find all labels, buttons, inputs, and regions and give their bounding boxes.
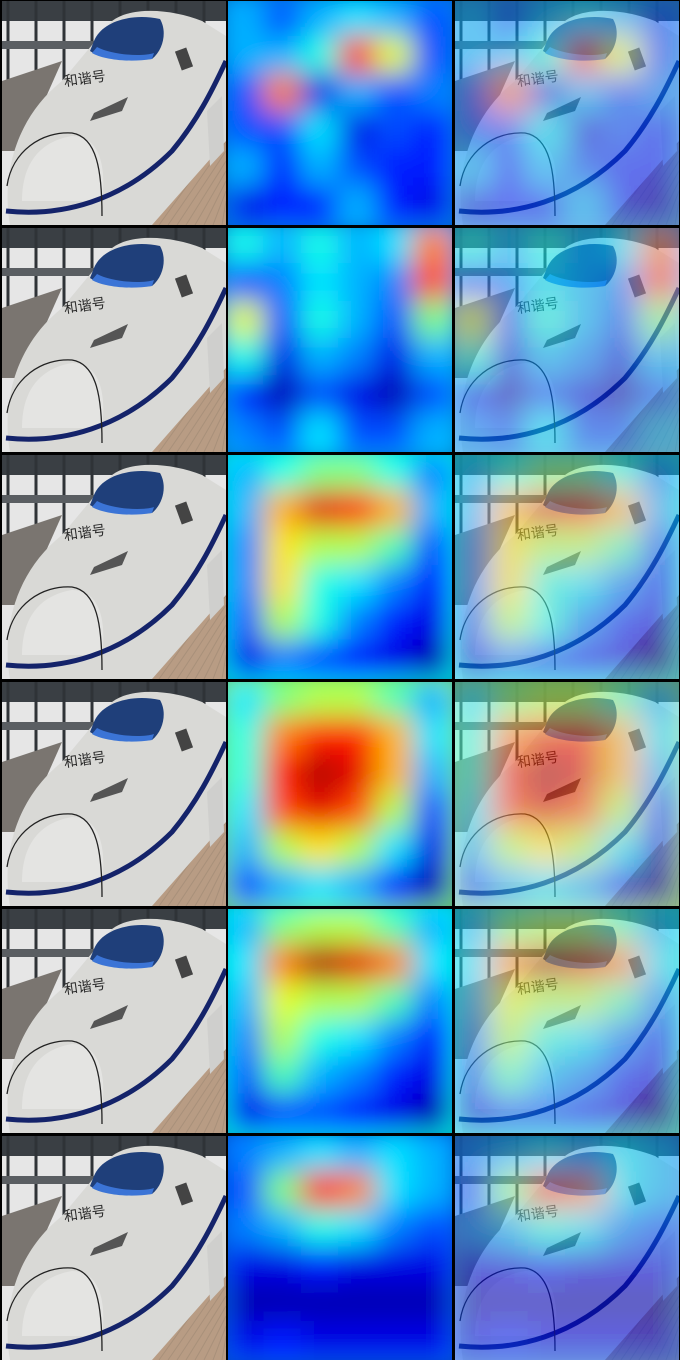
attention-heatmap-row-6 [228, 1136, 452, 1360]
heatmap-overlay-layer [455, 1, 679, 225]
original-photo-row-3: 和谐号 [2, 455, 226, 679]
heatmap-overlay-row-1: 和谐号 [455, 1, 679, 225]
cab-window [90, 244, 164, 287]
cab-window [90, 17, 164, 60]
original-photo-row-2: 和谐号 [2, 228, 226, 452]
heatmap-overlay-row-4: 和谐号 [455, 682, 679, 906]
train-lettering: 和谐号 [63, 523, 107, 545]
heatmap-overlay-row-3: 和谐号 [455, 455, 679, 679]
heatmap-overlay-layer [455, 455, 679, 679]
blue-stripe [5, 740, 226, 896]
cab-window [90, 925, 164, 968]
blue-stripe [5, 513, 226, 669]
attention-heatmap-row-1 [228, 1, 452, 225]
attention-heatmap [228, 455, 452, 679]
original-photo-row-6: 和谐号 [2, 1136, 226, 1360]
grille [90, 324, 128, 348]
grille [90, 1232, 128, 1256]
attention-heatmap-row-2 [228, 228, 452, 452]
heatmap-overlay-layer [455, 909, 679, 1133]
blue-stripe [5, 1194, 226, 1350]
blue-stripe [5, 967, 226, 1123]
cab-window [90, 1152, 164, 1195]
heatmap-overlay-layer [455, 1136, 679, 1360]
cab-window [90, 471, 164, 514]
original-photo-row-1: 和谐号 [2, 1, 226, 225]
blue-stripe [5, 59, 226, 215]
original-photo-row-5: 和谐号 [2, 909, 226, 1133]
train-photo: 和谐号 [2, 1136, 226, 1360]
grille [90, 778, 128, 802]
train-lettering: 和谐号 [63, 1204, 107, 1226]
heatmap-overlay-row-2: 和谐号 [455, 228, 679, 452]
heatmap-overlay-row-6: 和谐号 [455, 1136, 679, 1360]
train-photo: 和谐号 [2, 909, 226, 1133]
train-lettering: 和谐号 [63, 69, 107, 91]
blue-stripe [5, 286, 226, 442]
train-photo: 和谐号 [2, 455, 226, 679]
heatmap-overlay-row-5: 和谐号 [455, 909, 679, 1133]
attention-heatmap [228, 1136, 452, 1360]
attention-heatmap-row-4 [228, 682, 452, 906]
original-photo-row-4: 和谐号 [2, 682, 226, 906]
train-lettering: 和谐号 [63, 977, 107, 999]
train-photo: 和谐号 [2, 682, 226, 906]
train-lettering: 和谐号 [63, 296, 107, 318]
train-photo: 和谐号 [2, 228, 226, 452]
grille [90, 97, 128, 121]
cab-window [90, 698, 164, 741]
heatmap-overlay-layer [455, 228, 679, 452]
attention-heatmap [228, 682, 452, 906]
train-lettering: 和谐号 [63, 750, 107, 772]
attention-heatmap-row-5 [228, 909, 452, 1133]
attention-heatmap [228, 228, 452, 452]
heatmap-overlay-layer [455, 682, 679, 906]
attention-heatmap [228, 909, 452, 1133]
grille [90, 1005, 128, 1029]
train-photo: 和谐号 [2, 1, 226, 225]
attention-heatmap [228, 1, 452, 225]
grille [90, 551, 128, 575]
attention-heatmap-row-3 [228, 455, 452, 679]
